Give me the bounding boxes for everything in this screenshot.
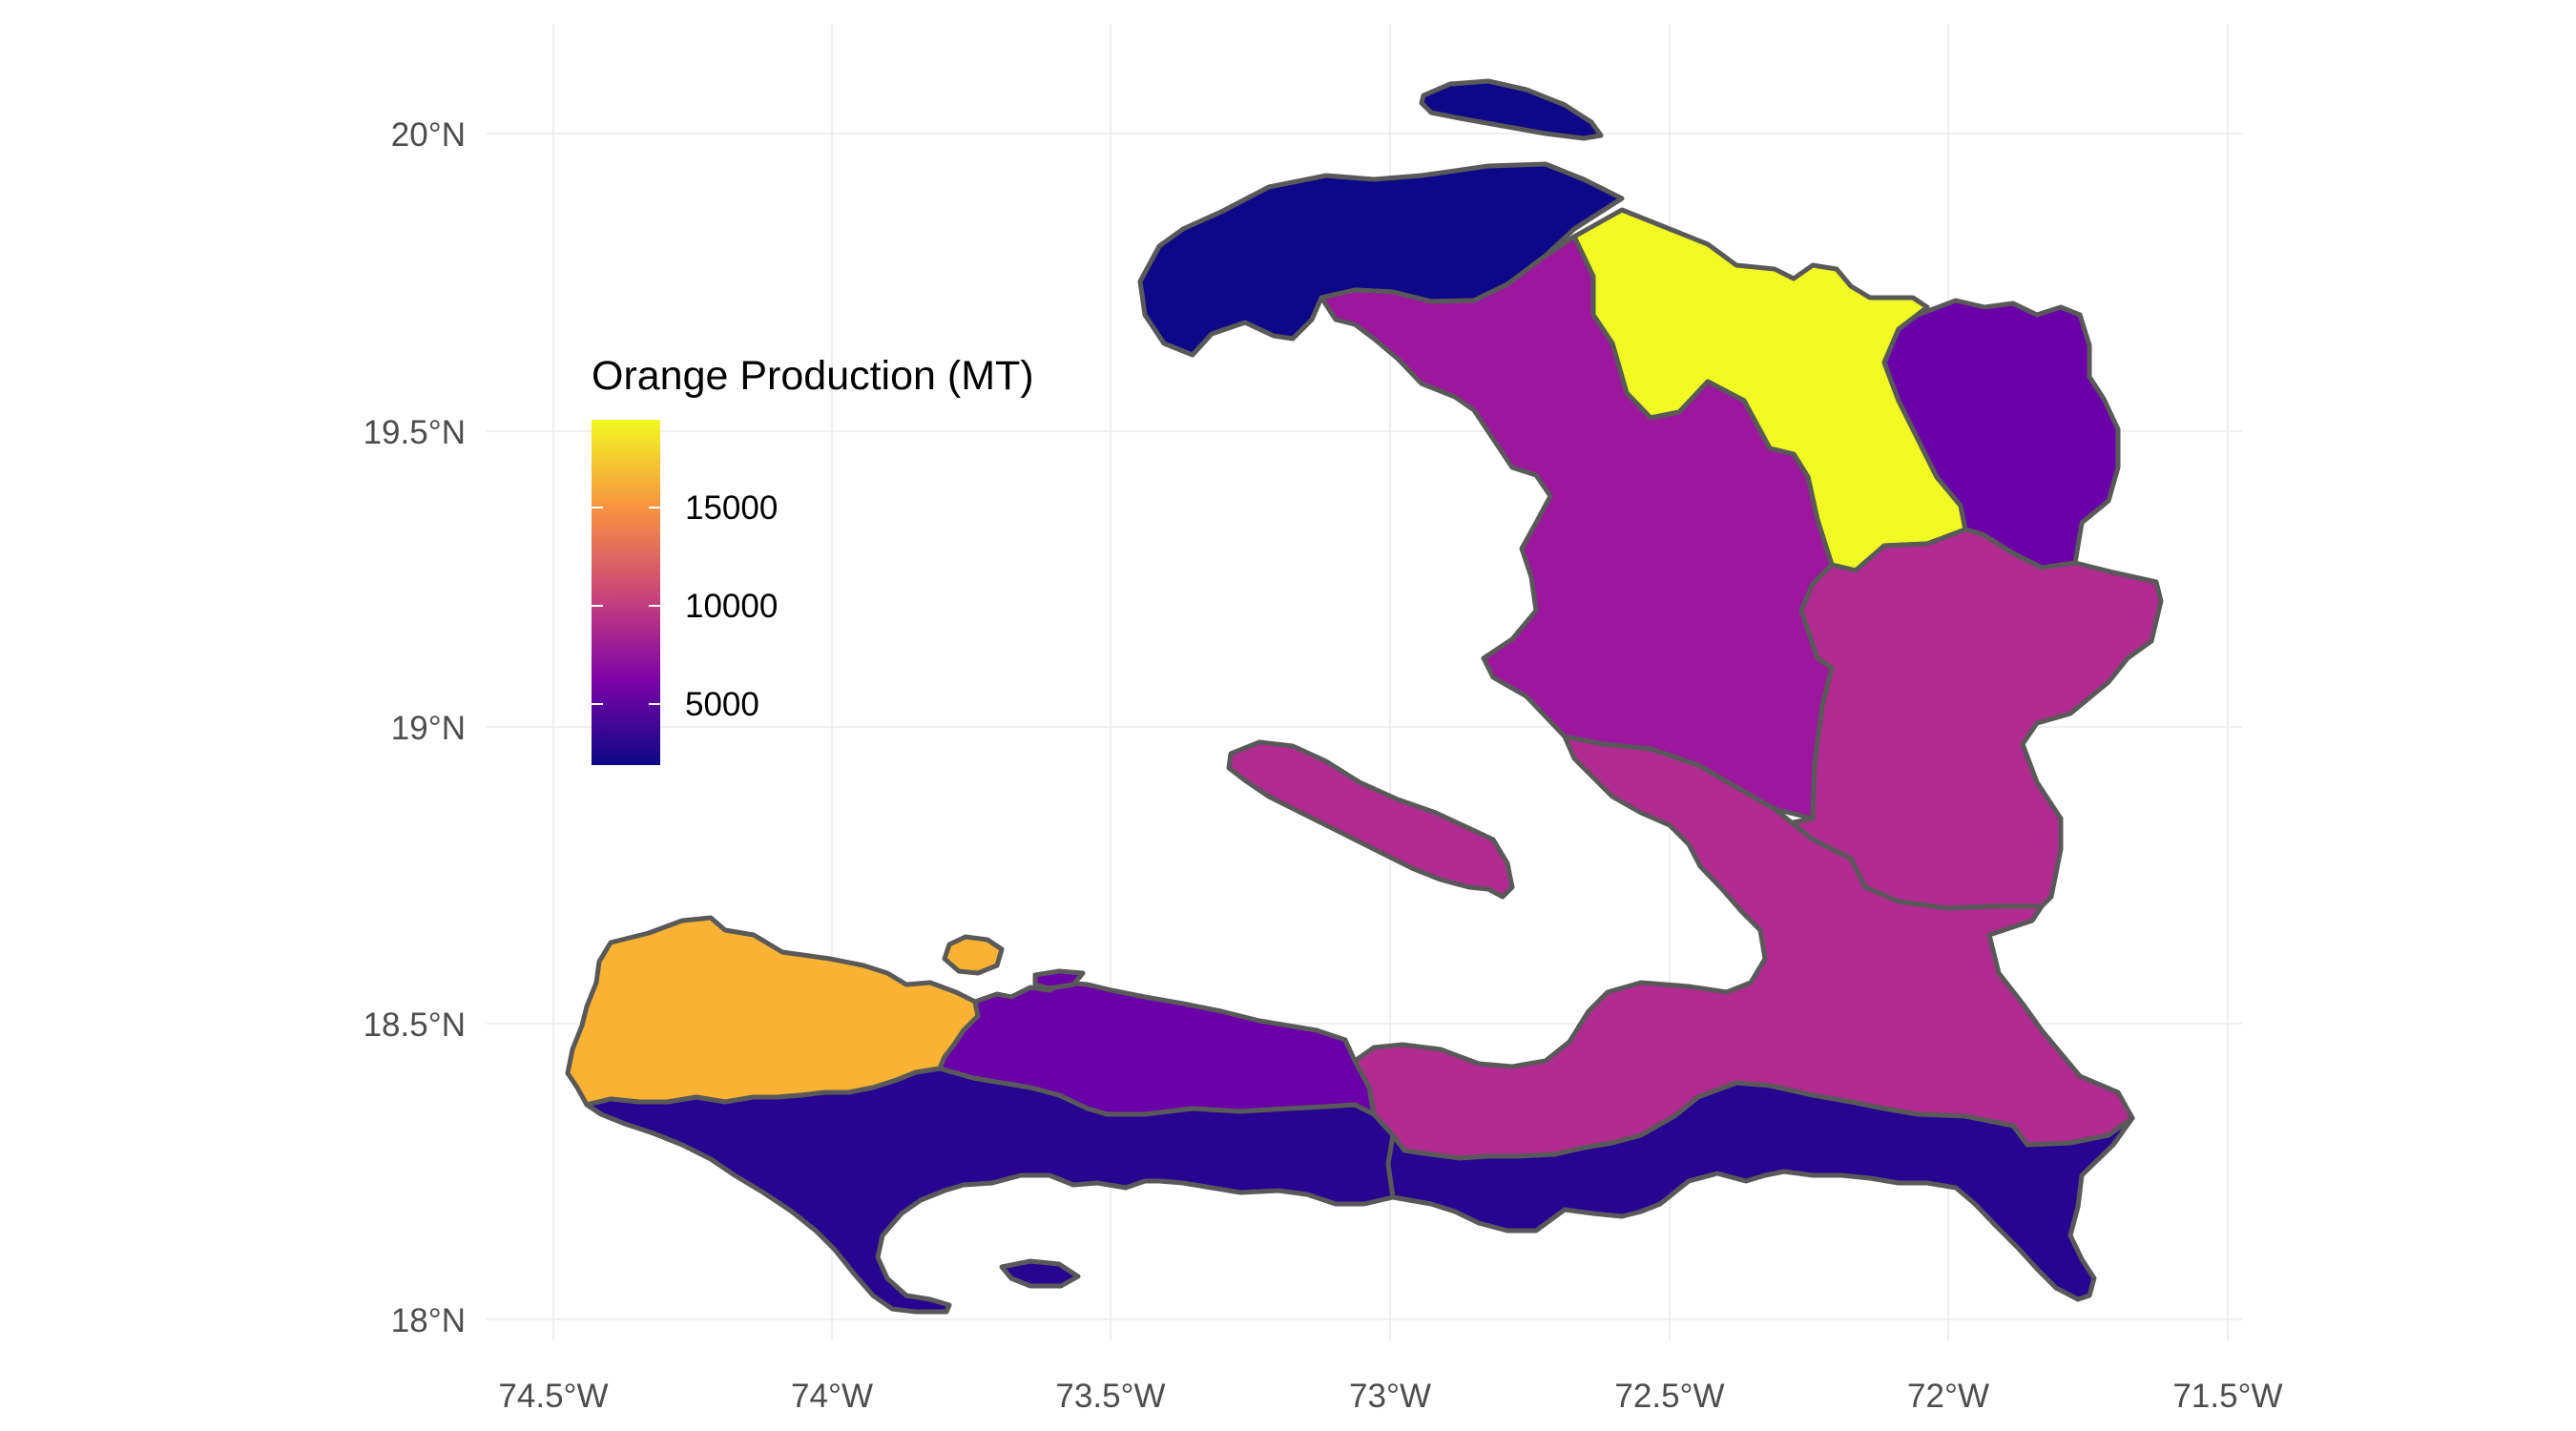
y-tick-label: 18.5°N: [364, 1006, 466, 1044]
region-sud-islet: [999, 1258, 1081, 1289]
y-tick-label: 19.5°N: [364, 414, 466, 451]
regions-layer: [565, 78, 2164, 1315]
y-axis: 20°N 19.5°N 19°N 18.5°N 18°N: [364, 116, 466, 1339]
legend-colorbar: [592, 420, 660, 765]
region-nippes-islet: [1032, 968, 1086, 991]
legend: Orange Production (MT) 15000 10000 5000: [592, 353, 1034, 765]
x-tick-label: 72°W: [1907, 1378, 1989, 1415]
x-tick-label: 73.5°W: [1055, 1378, 1165, 1415]
legend-label-15000: 15000: [685, 489, 778, 527]
y-tick-label: 20°N: [391, 116, 466, 154]
y-tick-label: 18°N: [391, 1302, 466, 1339]
region-grande-anse-islet: [942, 934, 1005, 976]
region-sud-est: [1385, 1080, 2135, 1302]
legend-label-10000: 10000: [685, 588, 778, 625]
x-axis: 74.5°W 74°W 73.5°W 73°W 72.5°W 72°W 71.5…: [498, 1378, 2282, 1415]
x-tick-label: 71.5°W: [2172, 1378, 2282, 1415]
region-gonave: [1226, 739, 1515, 900]
legend-title: Orange Production (MT): [592, 353, 1034, 399]
x-tick-label: 74°W: [791, 1378, 873, 1415]
x-tick-label: 74.5°W: [498, 1378, 608, 1415]
y-tick-label: 19°N: [391, 710, 466, 747]
region-sud: [584, 1066, 1396, 1315]
x-tick-label: 73°W: [1349, 1378, 1431, 1415]
legend-label-5000: 5000: [685, 686, 759, 723]
region-centre: [1776, 527, 2164, 911]
region-nord-est: [1881, 298, 2121, 570]
x-tick-label: 72.5°W: [1614, 1378, 1724, 1415]
region-tortuga: [1419, 78, 1604, 141]
